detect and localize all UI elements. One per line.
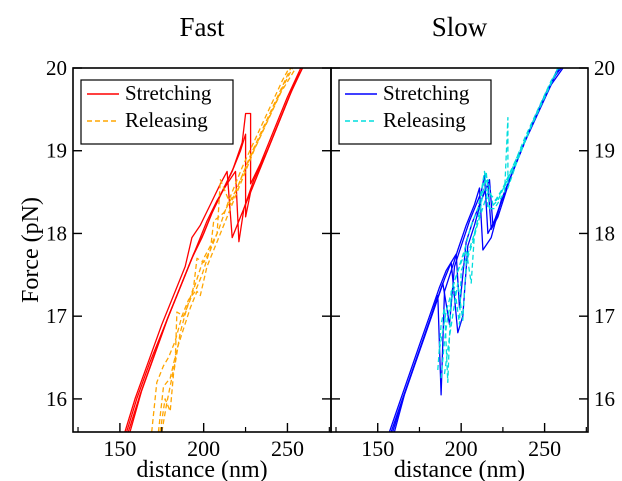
legend-label-releasing: Releasing [383,108,466,132]
legend-label-stretching: Stretching [125,81,212,105]
chart-title: Slow [432,12,488,42]
legend-box [338,79,492,145]
plot-data [388,68,564,432]
y-tick-label: 20 [46,56,67,80]
series-stretching-trace-4 [124,71,300,432]
legend-label-releasing: Releasing [125,108,208,132]
x-tick-label: 250 [271,436,304,461]
x-tick-label: 250 [528,436,561,461]
y-tick-label: 18 [46,221,67,245]
x-axis-label: distance (nm) [136,457,267,481]
plot-frame [330,67,589,433]
plot-data [124,68,304,432]
series-releasing-trace-3 [443,71,557,375]
y-tick-label: 20 [594,56,615,80]
series-releasing-trace-1 [437,68,559,384]
x-tick-label: 200 [187,436,220,461]
y-tick-label: 19 [594,139,615,163]
y-tick-label: 16 [594,387,615,411]
series-releasing-trace-1 [157,68,297,432]
legend-label-stretching: Stretching [383,81,470,105]
series-stretching-trace-3 [129,68,302,432]
x-tick-label: 150 [361,436,394,461]
series-releasing-trace-4 [151,68,290,432]
chart-title: Fast [179,12,225,42]
x-tick-label: 150 [103,436,136,461]
x-axis-label: distance (nm) [394,457,525,481]
y-tick-label: 19 [46,139,67,163]
x-tick-label: 200 [445,436,478,461]
y-tick-label: 16 [46,387,67,411]
series-releasing-trace-2 [440,68,561,379]
series-releasing-trace-4 [438,68,559,350]
y-axis-label: Force (pN) [18,197,44,303]
series-releasing-trace-2 [161,68,294,432]
y-tick-label: 18 [594,221,615,245]
series-releasing-trace-3 [159,68,292,432]
y-tick-label: 17 [594,304,615,328]
y-tick-label: 17 [46,304,67,328]
legend-box [80,79,234,145]
